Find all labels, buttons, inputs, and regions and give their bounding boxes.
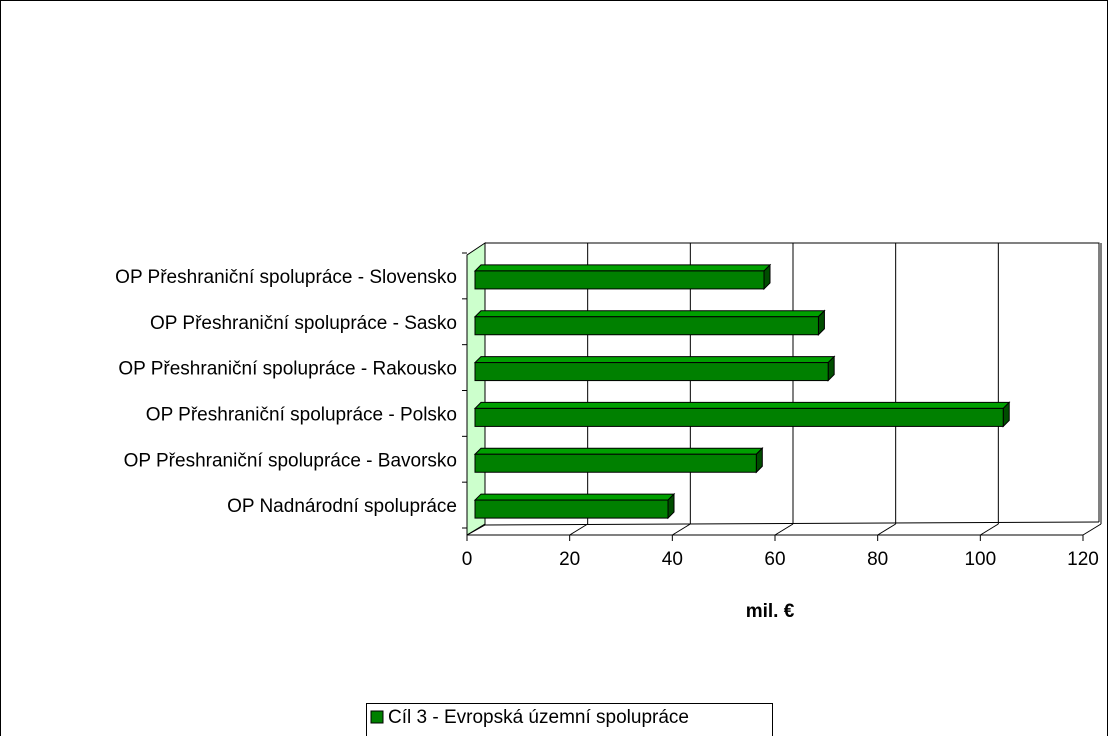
bar — [473, 263, 772, 291]
floor-grid-line — [466, 523, 486, 536]
floor-grid-line — [774, 523, 794, 536]
x-tick-label: 40 — [662, 549, 683, 570]
bar-top — [473, 447, 764, 455]
y-tick-label: OP Nadnárodní spolupráce — [227, 496, 457, 517]
x-tick-label: 0 — [462, 549, 473, 570]
y-tick-label: OP Přeshraniční spolupráce - Rakousko — [118, 359, 457, 380]
x-tick-label: 100 — [964, 549, 996, 570]
y-tick-label: OP Přeshraniční spolupráce - Polsko — [146, 404, 457, 425]
bar-top — [473, 401, 1011, 409]
legend-box — [366, 703, 773, 736]
bar — [473, 492, 676, 520]
x-tick-label: 120 — [1067, 549, 1099, 570]
bar-front — [474, 316, 819, 336]
bar-top — [473, 493, 676, 501]
floor-grid-line — [672, 523, 691, 536]
bar — [473, 309, 826, 336]
x-tick-label: 20 — [559, 549, 580, 570]
floor-grid-line — [877, 523, 896, 536]
floor-grid-line — [980, 523, 999, 536]
legend-label: Cíl 3 - Evropská územní spolupráce — [388, 707, 689, 728]
bar-front — [474, 453, 757, 473]
back-wall-frame — [485, 242, 1100, 522]
bar-top — [473, 356, 836, 364]
x-tick-label: 60 — [764, 549, 785, 570]
bar-front — [474, 499, 669, 519]
x-axis-title: mil. € — [746, 601, 795, 622]
y-tick-label: OP Přeshraniční spolupráce - Slovensko — [115, 267, 457, 288]
floor-grid-line — [569, 523, 588, 536]
bar-front — [474, 362, 829, 382]
bar-front — [474, 270, 765, 290]
y-tick-label: OP Přeshraniční spolupráce - Bavorsko — [124, 450, 457, 471]
y-tick-label: OP Přeshraniční spolupráce - Sasko — [150, 313, 457, 334]
floor-grid-line — [1082, 523, 1102, 536]
bar-front — [474, 407, 1004, 427]
bar — [473, 355, 836, 382]
legend-swatch — [370, 710, 384, 724]
bar — [473, 447, 764, 474]
bar-top — [473, 310, 826, 318]
bar — [473, 401, 1011, 428]
bar-top — [473, 264, 772, 272]
x-tick-label: 80 — [867, 549, 888, 570]
